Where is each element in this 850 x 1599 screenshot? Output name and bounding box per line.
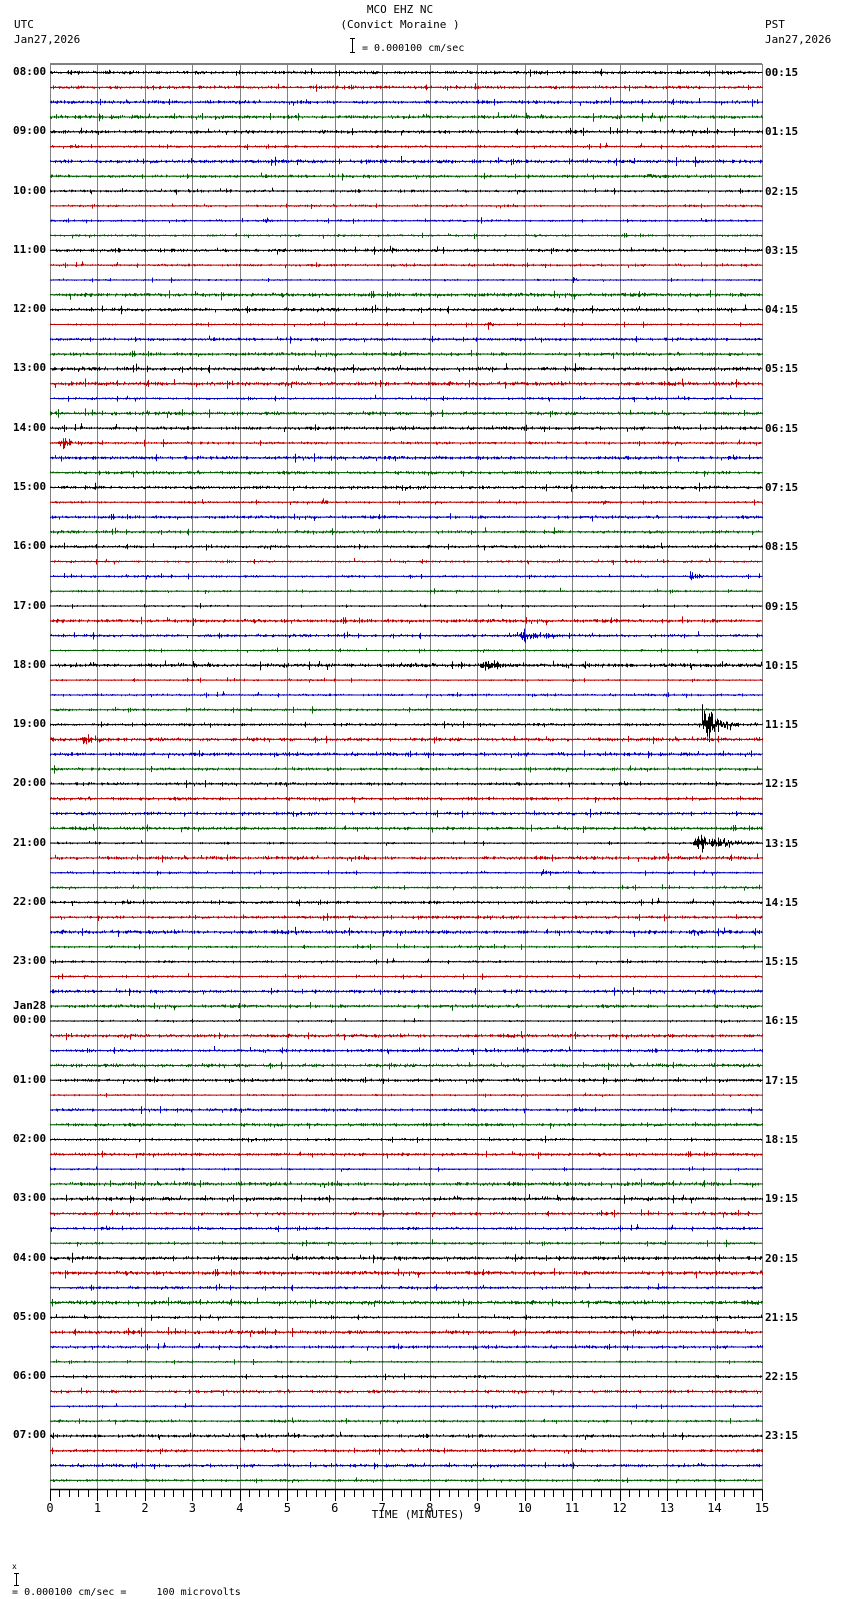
pst-time-label: 19:15 xyxy=(765,1192,799,1206)
pst-time-label: 18:15 xyxy=(765,1133,799,1147)
x-tick-label: 6 xyxy=(331,1501,338,1515)
pst-time-label: 16:15 xyxy=(765,1014,799,1028)
utc-time-label: 14:00 xyxy=(13,420,47,434)
scale-bar-icon xyxy=(350,38,355,53)
x-tick-label: 2 xyxy=(141,1501,148,1515)
pst-time-label: 04:15 xyxy=(765,303,799,317)
pst-time-label: 01:15 xyxy=(765,125,799,139)
utc-time-label: 21:00 xyxy=(13,835,47,849)
utc-time-label: 06:00 xyxy=(13,1369,47,1383)
station-location: (Convict Moraine ) xyxy=(340,18,460,31)
footer-prefix: x xyxy=(12,1562,17,1571)
x-tick-label: 4 xyxy=(236,1501,243,1515)
utc-time-label: 11:00 xyxy=(13,242,47,256)
pst-time-label: 03:15 xyxy=(765,243,799,257)
pst-time-label: 08:15 xyxy=(765,540,799,554)
x-tick-label: 5 xyxy=(284,1501,291,1515)
pst-time-label: 00:15 xyxy=(765,66,799,79)
pst-time-label: 14:15 xyxy=(765,895,799,909)
x-tick-label: 9 xyxy=(474,1501,481,1515)
pst-time-label: 13:15 xyxy=(765,836,799,850)
x-tick-label: 10 xyxy=(517,1501,531,1515)
utc-time-label: 17:00 xyxy=(13,598,47,612)
x-tick-label: 7 xyxy=(379,1501,386,1515)
utc-time-label: 13:00 xyxy=(13,361,47,375)
utc-time-label: 16:00 xyxy=(13,539,47,553)
utc-time-label: 12:00 xyxy=(13,302,47,316)
pst-time-label: 10:15 xyxy=(765,658,799,672)
x-tick-label: 0 xyxy=(46,1501,53,1515)
pst-time-label: 22:15 xyxy=(765,1370,799,1384)
station-title: MCO EHZ NC xyxy=(366,3,434,16)
pst-time-label: 05:15 xyxy=(765,362,799,376)
left-timezone: UTC xyxy=(14,18,34,31)
utc-time-label: 04:00 xyxy=(13,1250,47,1264)
x-tick-label: 11 xyxy=(565,1501,579,1515)
x-tick-label: 14 xyxy=(707,1501,721,1515)
right-date: Jan27,2026 xyxy=(765,33,832,46)
right-timezone: PST xyxy=(765,18,785,31)
utc-time-label: 03:00 xyxy=(13,1191,47,1205)
footer-scale-text: = 0.000100 cm/sec = 100 microvolts xyxy=(12,1587,241,1598)
utc-time-label: 15:00 xyxy=(13,479,47,493)
footer-scale-bar-icon xyxy=(14,1573,20,1586)
pst-time-label: 06:15 xyxy=(765,421,799,435)
utc-date-label: Jan28 xyxy=(13,999,47,1013)
pst-time-label: 15:15 xyxy=(765,955,799,969)
utc-time-label: 01:00 xyxy=(13,1072,47,1086)
utc-time-label: 20:00 xyxy=(13,776,47,790)
scale-label: = 0.000100 cm/sec xyxy=(362,43,465,54)
pst-time-label: 09:15 xyxy=(765,599,799,613)
utc-time-label: 02:00 xyxy=(13,1132,47,1146)
x-tick-label: 8 xyxy=(426,1501,433,1515)
utc-time-label: 19:00 xyxy=(13,717,47,731)
utc-time-label: 23:00 xyxy=(13,954,47,968)
x-tick-label: 13 xyxy=(660,1501,674,1515)
left-date: Jan27,2026 xyxy=(14,33,81,46)
utc-time-label: 09:00 xyxy=(13,124,47,138)
utc-time-label: 08:00 xyxy=(13,65,47,78)
utc-time-label: 10:00 xyxy=(13,183,47,197)
utc-time-label: 22:00 xyxy=(13,894,47,908)
pst-time-label: 21:15 xyxy=(765,1310,799,1324)
footer-scale: x = 0.000100 cm/sec = 100 microvolts xyxy=(0,1549,241,1599)
utc-time-label: 07:00 xyxy=(13,1428,47,1442)
x-axis-title: TIME (MINUTES) xyxy=(371,1508,465,1521)
x-tick-label: 3 xyxy=(189,1501,196,1515)
x-tick-label: 15 xyxy=(755,1501,769,1515)
x-tick-label: 12 xyxy=(612,1501,626,1515)
pst-time-label: 20:15 xyxy=(765,1251,799,1265)
pst-time-label: 17:15 xyxy=(765,1073,799,1087)
utc-time-label: 05:00 xyxy=(13,1309,47,1323)
utc-time-label: 00:00 xyxy=(13,1013,47,1027)
utc-time-label: 18:00 xyxy=(13,657,47,671)
x-tick-label: 1 xyxy=(94,1501,101,1515)
pst-time-label: 11:15 xyxy=(765,718,799,732)
pst-time-label: 23:15 xyxy=(765,1429,799,1443)
pst-time-label: 07:15 xyxy=(765,480,799,494)
pst-time-label: 02:15 xyxy=(765,184,799,198)
pst-time-label: 12:15 xyxy=(765,777,799,791)
